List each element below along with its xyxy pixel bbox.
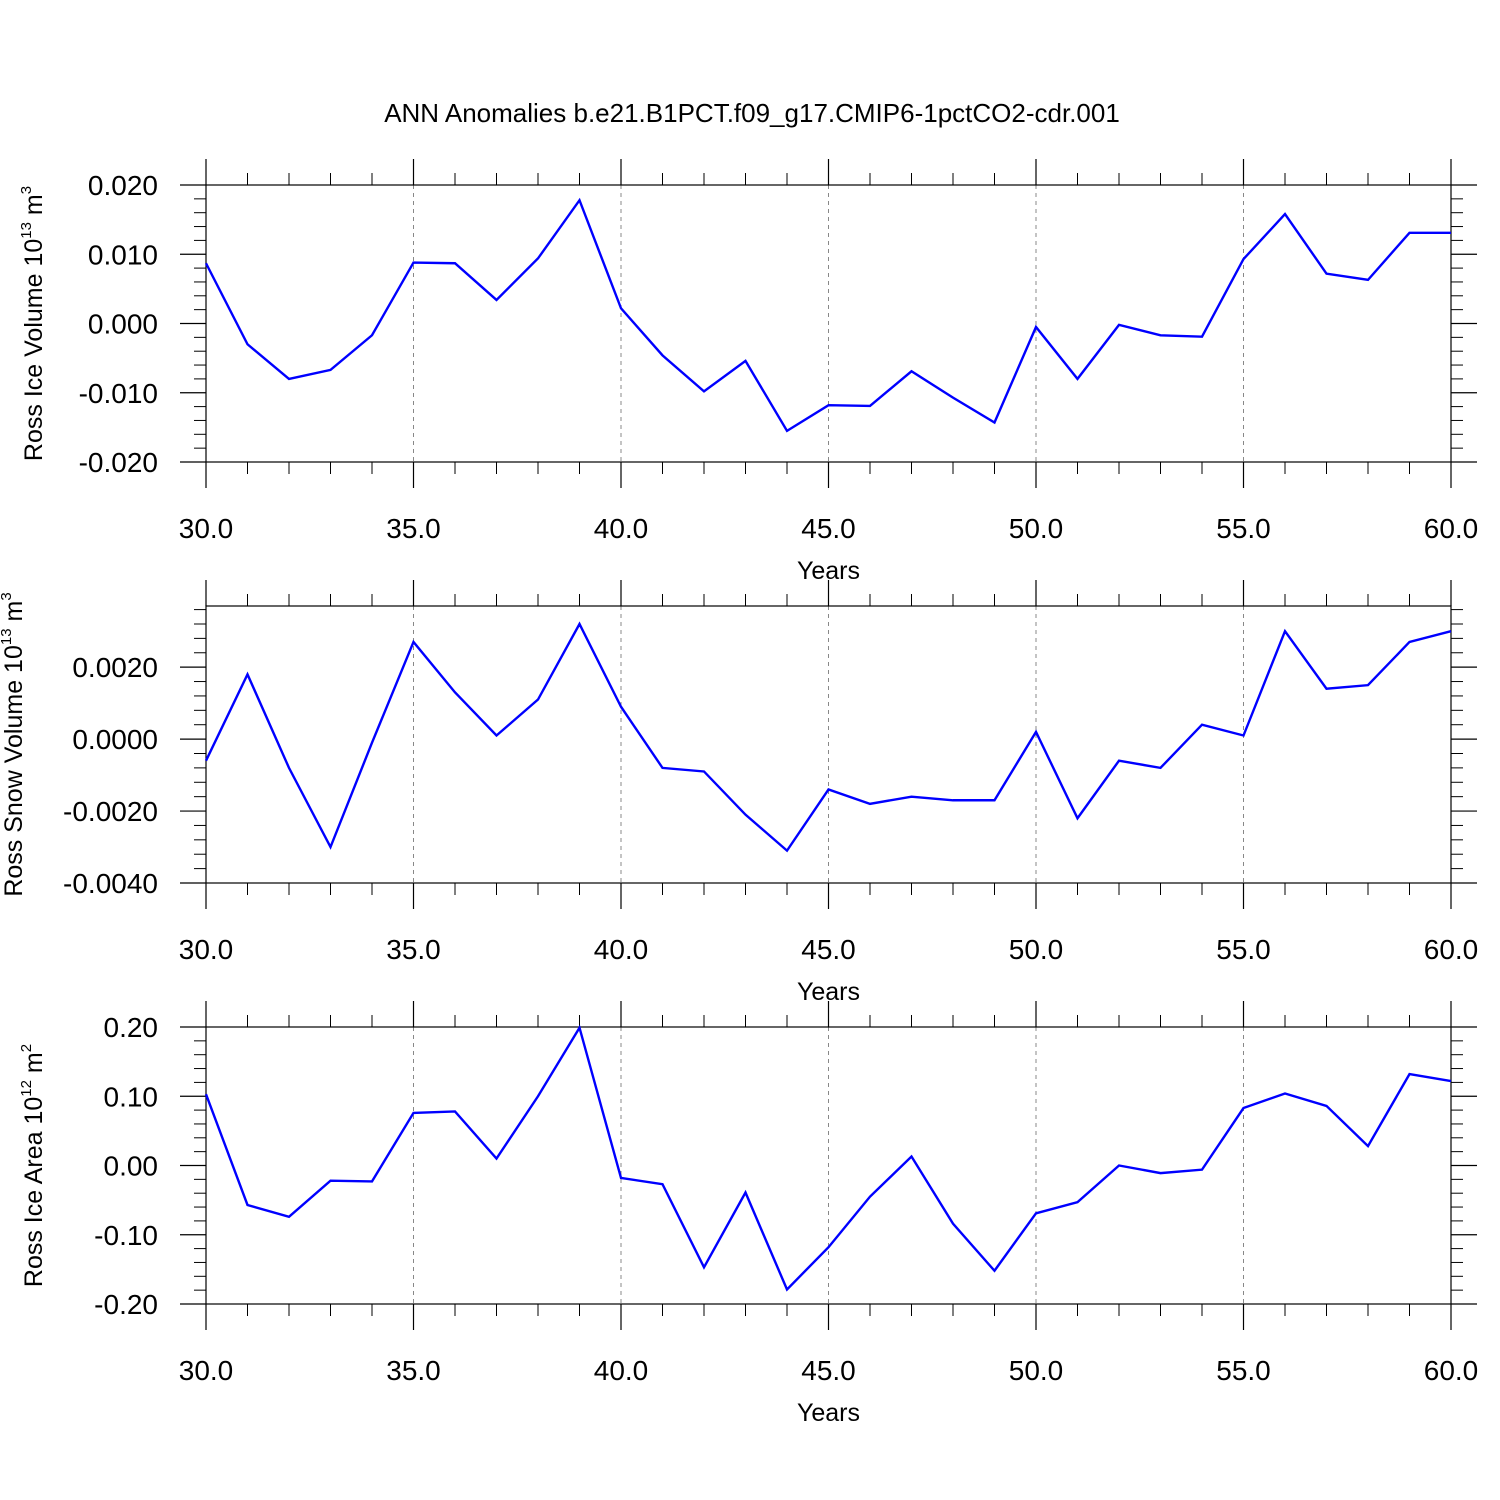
y-tick-label: 0.0000 <box>72 724 158 755</box>
y-tick-label: 0.10 <box>104 1081 159 1112</box>
x-tick-label: 45.0 <box>801 934 856 965</box>
y-tick-label: 0.00 <box>104 1151 159 1182</box>
x-tick-label: 30.0 <box>179 513 234 544</box>
x-tick-label: 40.0 <box>594 934 649 965</box>
y-axis-label-unit: m <box>20 194 48 222</box>
x-tick-label: 45.0 <box>801 1355 856 1386</box>
series-line <box>204 621 1452 853</box>
x-tick-label: 60.0 <box>1424 934 1479 965</box>
x-tick-label: 50.0 <box>1009 1355 1064 1386</box>
x-axis-label: Years <box>797 1399 860 1427</box>
x-tick-label: 30.0 <box>179 1355 234 1386</box>
y-axis-label-unit-exponent: 3 <box>18 186 35 194</box>
y-axis-label-exponent: 13 <box>18 222 35 239</box>
x-tick-label: 40.0 <box>594 1355 649 1386</box>
x-tick-label: 40.0 <box>594 513 649 544</box>
x-tick-label: 35.0 <box>386 1355 441 1386</box>
panel-2: 30.0 35.0 40.0 45.0 50.0 55.0 60.0 0.0020 0.0000… <box>0 580 1478 1006</box>
x-tick-label: 55.0 <box>1216 934 1271 965</box>
y-axis-label-text: Ross Ice Volume 10 <box>20 239 48 461</box>
x-tick-label: 55.0 <box>1216 1355 1271 1386</box>
y-axis-label: Ross Ice Area 1012 m2 <box>18 1044 48 1287</box>
y-tick-label: -0.20 <box>94 1289 158 1320</box>
y-tick-label: -0.010 <box>79 378 158 409</box>
x-tick-label: 50.0 <box>1009 934 1064 965</box>
x-tick-label: 35.0 <box>386 934 441 965</box>
x-tick-label: 50.0 <box>1009 513 1064 544</box>
x-tick-label: 60.0 <box>1424 513 1479 544</box>
y-axis-label-unit-exponent: 2 <box>18 1044 35 1052</box>
y-axis-label-unit: m <box>20 1052 48 1080</box>
y-tick-label: -0.0040 <box>63 868 158 899</box>
panels: 30.0 35.0 40.0 45.0 50.0 55.0 60.0 0.020 0.010 0.… <box>0 159 1478 1427</box>
panel-3: 30.0 35.0 40.0 45.0 50.0 55.0 60.0 0.20 0.10 0.00… <box>18 1001 1478 1427</box>
y-tick-label: 0.0020 <box>72 652 158 683</box>
y-axis-label-text: Ross Ice Area 10 <box>20 1097 48 1287</box>
y-axis-label: Ross Snow Volume 1013 m3 <box>0 592 28 896</box>
x-tick-label: 35.0 <box>386 513 441 544</box>
figure-title: ANN Anomalies b.e21.B1PCT.f09_g17.CMIP6-… <box>384 98 1120 128</box>
series-line <box>204 1024 1452 1292</box>
y-axis-label-exponent: 13 <box>0 628 15 645</box>
series-line <box>204 197 1451 433</box>
y-tick-label: -0.020 <box>79 447 158 478</box>
y-axis-label-unit-exponent: 3 <box>0 592 15 600</box>
y-axis-label-text: Ross Snow Volume 10 <box>0 645 28 897</box>
y-tick-label: 0.010 <box>88 239 158 270</box>
panel-1: 30.0 35.0 40.0 45.0 50.0 55.0 60.0 0.020 0.010 0.… <box>18 159 1478 585</box>
x-tick-label: 45.0 <box>801 513 856 544</box>
y-tick-label: 0.020 <box>88 170 158 201</box>
y-tick-label: 0.000 <box>88 309 158 340</box>
x-tick-label: 55.0 <box>1216 513 1271 544</box>
y-axis-label: Ross Ice Volume 1013 m3 <box>18 186 48 461</box>
x-tick-label: 30.0 <box>179 934 234 965</box>
x-tick-label: 60.0 <box>1424 1355 1479 1386</box>
y-tick-label: -0.0020 <box>63 796 158 827</box>
y-tick-label: -0.10 <box>94 1220 158 1251</box>
y-tick-label: 0.20 <box>104 1012 159 1043</box>
y-axis-label-exponent: 12 <box>18 1080 35 1097</box>
y-axis-label-unit: m <box>0 601 28 629</box>
